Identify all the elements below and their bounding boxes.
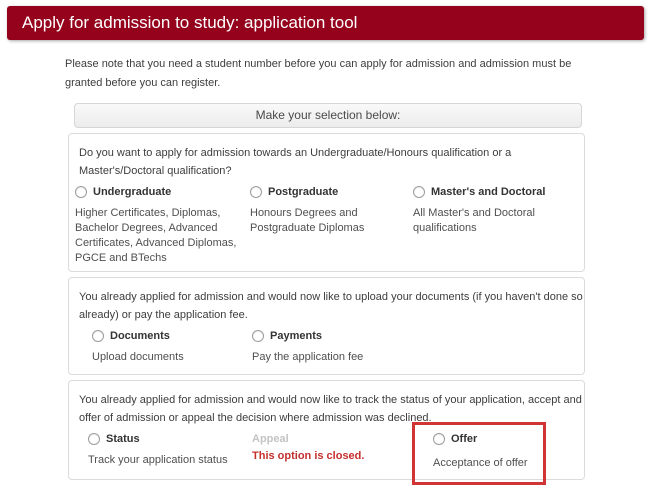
postgraduate-description: Honours Degrees and Postgraduate Diploma… bbox=[250, 207, 365, 234]
page-title: Apply for admission to study: applicatio… bbox=[22, 13, 358, 32]
panel-2-question: You already applied for admission and wo… bbox=[79, 291, 583, 321]
panel-1-options: Undergraduate Higher Certificates, Diplo… bbox=[69, 184, 584, 266]
panel-documents-payments: You already applied for admission and wo… bbox=[68, 277, 585, 375]
undergraduate-option-row[interactable]: Undergraduate bbox=[75, 184, 250, 200]
payments-radio[interactable] bbox=[252, 330, 264, 342]
intro-line-1: Please note that you need a student numb… bbox=[65, 58, 572, 70]
masters-doctoral-option-row[interactable]: Master's and Doctoral bbox=[413, 184, 576, 200]
documents-option-row[interactable]: Documents bbox=[92, 328, 252, 344]
appeal-closed-note: This option is closed. bbox=[252, 450, 365, 462]
appeal-label: Appeal bbox=[252, 433, 289, 445]
option-payments: Payments Pay the application fee bbox=[252, 328, 584, 365]
undergraduate-description: Higher Certificates, Diplomas, Bachelor … bbox=[75, 207, 237, 264]
masters-doctoral-label: Master's and Doctoral bbox=[431, 186, 546, 198]
option-appeal: Appeal This option is closed. bbox=[247, 431, 430, 462]
status-label: Status bbox=[106, 433, 140, 445]
panel-status-appeal-offer: You already applied for admission and wo… bbox=[68, 380, 585, 485]
option-status: Status Track your application status bbox=[88, 431, 247, 468]
documents-label: Documents bbox=[110, 330, 170, 342]
payments-label: Payments bbox=[270, 330, 322, 342]
postgraduate-radio[interactable] bbox=[250, 186, 262, 198]
page-header: Apply for admission to study: applicatio… bbox=[7, 6, 644, 40]
offer-radio[interactable] bbox=[433, 433, 445, 445]
documents-radio[interactable] bbox=[92, 330, 104, 342]
option-documents: Documents Upload documents bbox=[92, 328, 252, 365]
option-offer: Offer Acceptance of offer bbox=[430, 431, 584, 471]
documents-description: Upload documents bbox=[92, 351, 184, 363]
postgraduate-label: Postgraduate bbox=[268, 186, 339, 198]
option-undergraduate: Undergraduate Higher Certificates, Diplo… bbox=[75, 184, 250, 266]
masters-doctoral-radio[interactable] bbox=[413, 186, 425, 198]
offer-option-row[interactable]: Offer bbox=[433, 431, 584, 447]
panel-3-question: You already applied for admission and wo… bbox=[79, 394, 582, 424]
status-radio[interactable] bbox=[88, 433, 100, 445]
appeal-option-row: Appeal bbox=[252, 431, 430, 447]
panel-3-options: Status Track your application status App… bbox=[69, 431, 584, 471]
intro-note: Please note that you need a student numb… bbox=[65, 55, 650, 93]
panel-qualification-type: Do you want to apply for admission towar… bbox=[68, 133, 585, 272]
panel-1-question: Do you want to apply for admission towar… bbox=[79, 147, 512, 177]
undergraduate-label: Undergraduate bbox=[93, 186, 172, 198]
selection-tool: Make your selection below: Do you want t… bbox=[68, 103, 585, 485]
option-masters-doctoral: Master's and Doctoral All Master's and D… bbox=[413, 184, 584, 236]
status-option-row[interactable]: Status bbox=[88, 431, 247, 447]
payments-description: Pay the application fee bbox=[252, 351, 364, 363]
payments-option-row[interactable]: Payments bbox=[252, 328, 584, 344]
status-description: Track your application status bbox=[88, 454, 228, 466]
undergraduate-radio[interactable] bbox=[75, 186, 87, 198]
masters-doctoral-description: All Master's and Doctoral qualifications bbox=[413, 207, 535, 234]
option-postgraduate: Postgraduate Honours Degrees and Postgra… bbox=[250, 184, 413, 236]
intro-line-2: granted before you can register. bbox=[65, 77, 221, 89]
offer-label: Offer bbox=[451, 433, 478, 445]
postgraduate-option-row[interactable]: Postgraduate bbox=[250, 184, 413, 200]
panel-2-options: Documents Upload documents Payments Pay … bbox=[69, 328, 584, 365]
offer-description: Acceptance of offer bbox=[433, 457, 528, 469]
selection-header: Make your selection below: bbox=[74, 103, 582, 128]
